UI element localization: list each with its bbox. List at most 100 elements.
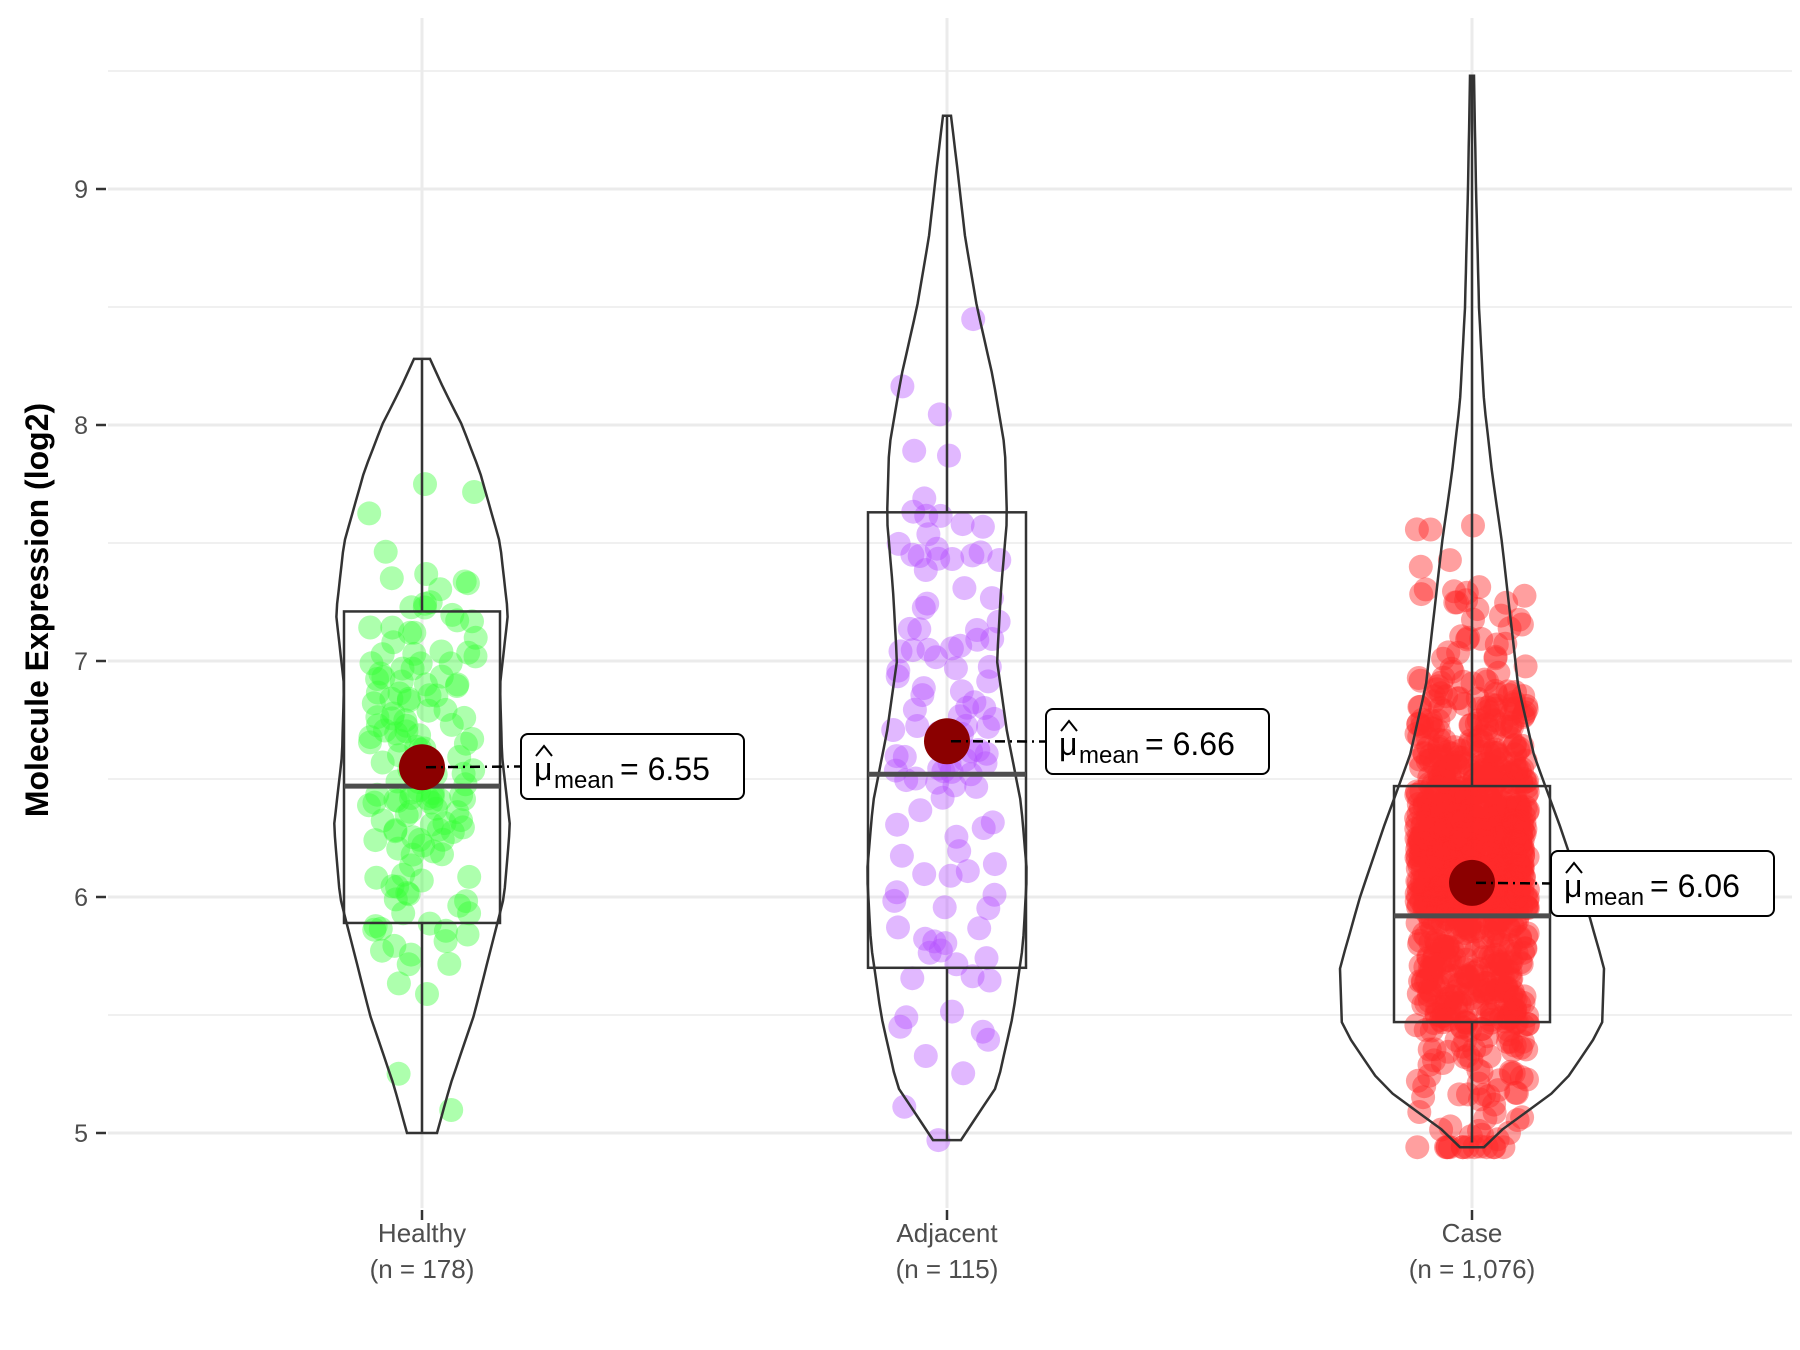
data-point — [1488, 893, 1513, 917]
data-point — [368, 661, 393, 686]
data-point — [1497, 894, 1522, 919]
data-point — [398, 620, 422, 645]
data-point — [1485, 951, 1510, 976]
data-point — [430, 827, 455, 852]
data-point — [358, 725, 383, 750]
data-point — [1487, 976, 1512, 1001]
data-point — [942, 773, 967, 798]
data-point — [1449, 821, 1473, 846]
data-point — [1419, 980, 1444, 1005]
data-point — [952, 576, 977, 601]
data-point — [1442, 945, 1466, 970]
mean-marker — [399, 744, 445, 791]
group-healthy — [333, 357, 511, 1135]
data-point — [1410, 857, 1435, 882]
data-point — [1429, 870, 1454, 895]
data-point — [1499, 966, 1524, 991]
data-point — [1479, 953, 1504, 978]
data-point — [1406, 801, 1431, 826]
data-point — [1488, 839, 1513, 864]
data-point — [1482, 1135, 1507, 1160]
data-point — [1455, 751, 1480, 776]
data-point — [1510, 854, 1535, 879]
data-point — [1438, 990, 1463, 1015]
mean-annotations: μ mean = 6.55μ mean = 6.66μ mean = 6.06 — [425, 708, 1775, 917]
data-point — [1495, 978, 1519, 1003]
data-point — [1500, 1038, 1525, 1063]
data-point — [387, 681, 412, 706]
mean-annotation-case: μ mean = 6.06 — [1475, 850, 1775, 917]
data-point — [1418, 831, 1443, 856]
data-point — [1423, 886, 1448, 911]
data-point — [1441, 821, 1466, 846]
data-point — [1422, 752, 1447, 777]
data-point — [1502, 825, 1527, 849]
data-point — [433, 918, 458, 943]
data-point — [1465, 964, 1490, 988]
data-point — [415, 982, 439, 1006]
data-point — [362, 917, 387, 942]
mean-marker — [924, 718, 970, 765]
data-point — [1500, 797, 1525, 822]
data-point — [1485, 977, 1510, 1002]
data-point — [1483, 749, 1508, 774]
data-point — [447, 893, 472, 918]
data-point — [885, 812, 910, 837]
data-point — [1500, 868, 1525, 893]
data-point — [914, 503, 939, 528]
data-point — [1475, 699, 1500, 724]
data-point — [1435, 920, 1460, 945]
data-point — [452, 787, 476, 812]
data-point — [1504, 828, 1529, 853]
data-point — [1414, 991, 1439, 1015]
data-points-healthy — [357, 472, 488, 1122]
data-point — [1405, 1135, 1430, 1160]
data-point — [1428, 801, 1453, 826]
data-point — [1421, 883, 1446, 908]
data-point — [1495, 816, 1520, 841]
data-point — [1451, 956, 1476, 981]
data-point — [1429, 868, 1453, 893]
mean-annotation-healthy: μ mean = 6.55 — [425, 733, 745, 800]
data-point — [1509, 952, 1534, 976]
data-point — [913, 558, 938, 582]
data-point — [902, 697, 927, 722]
x-tick-count-healthy: (n = 178) — [370, 1254, 475, 1284]
data-point — [462, 480, 487, 504]
data-point — [1425, 776, 1450, 800]
data-point — [1514, 697, 1539, 722]
data-point — [1423, 863, 1448, 888]
data-point — [1508, 856, 1533, 881]
data-point — [1430, 1051, 1455, 1075]
data-point — [1499, 863, 1524, 888]
data-point — [1458, 810, 1483, 835]
data-point — [1407, 695, 1432, 719]
data-point — [1484, 632, 1509, 657]
data-point — [1434, 790, 1459, 815]
data-point — [1437, 827, 1462, 852]
data-point — [1515, 844, 1540, 869]
data-point — [1505, 874, 1530, 899]
data-point — [394, 803, 419, 828]
data-point — [1481, 1135, 1506, 1160]
data-point — [1456, 625, 1481, 650]
data-point — [1458, 759, 1483, 784]
data-point — [373, 539, 398, 564]
data-point — [1455, 965, 1480, 990]
data-point — [1454, 947, 1479, 972]
data-point — [1498, 1059, 1523, 1084]
data-point — [1482, 825, 1507, 850]
data-point — [1422, 1037, 1447, 1062]
data-point — [1434, 906, 1459, 931]
data-point — [1436, 892, 1461, 917]
data-point — [1447, 972, 1472, 997]
mean-marker — [1449, 859, 1495, 906]
data-point — [1450, 837, 1474, 862]
data-point — [1509, 1065, 1534, 1090]
data-point — [1431, 646, 1456, 671]
data-point — [1510, 861, 1534, 886]
data-point — [1503, 1080, 1528, 1105]
data-point — [1485, 847, 1509, 872]
data-point — [1412, 1074, 1437, 1099]
data-point — [1412, 867, 1437, 891]
